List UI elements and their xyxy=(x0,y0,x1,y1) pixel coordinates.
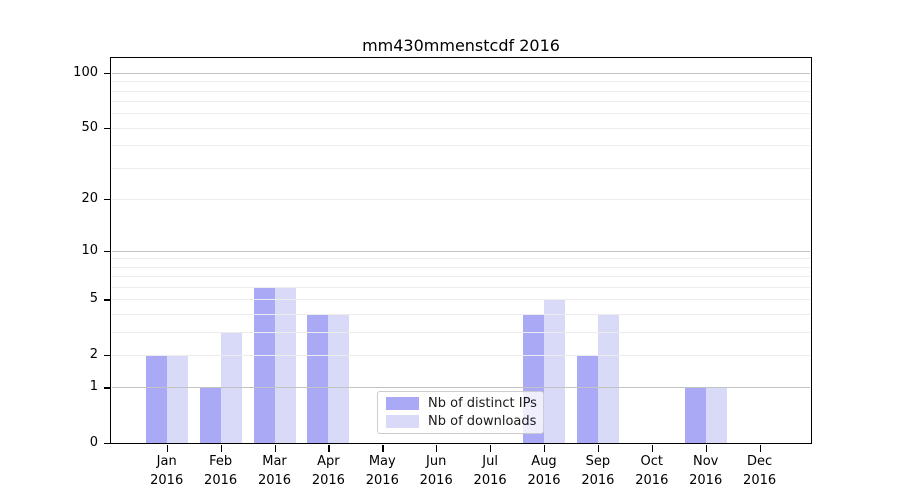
y-tick-0 xyxy=(104,443,111,445)
bar-downloads-sep xyxy=(597,313,619,443)
x-tick-label-aug: Aug 2016 xyxy=(527,454,561,488)
y-tick-1 xyxy=(104,387,111,389)
x-tick-sep xyxy=(597,444,600,452)
gridline-minor-9 xyxy=(112,258,810,260)
bar-distinct-ips-sep xyxy=(576,354,598,443)
y-tick-label-1: 1 xyxy=(89,379,98,395)
x-tick-feb xyxy=(220,444,222,452)
gridline-minor-6 xyxy=(112,286,810,288)
gridline-major-100 xyxy=(112,72,810,74)
x-tick-label-mar: Mar 2016 xyxy=(257,454,292,488)
x-tick-may xyxy=(382,444,384,452)
x-tick-label-may: May 2016 xyxy=(365,454,399,488)
gridline-minor-5 xyxy=(112,299,810,301)
gridline-minor-30 xyxy=(112,167,810,169)
gridline-major-10 xyxy=(112,250,810,252)
x-tick-nov xyxy=(705,444,707,452)
x-tick-dec xyxy=(759,444,761,452)
x-tick-label-nov: Nov 2016 xyxy=(689,454,723,488)
gridline-minor-60 xyxy=(112,113,810,115)
legend-label-downloads: Nb of downloads xyxy=(428,414,537,429)
x-tick-label-jan: Jan 2016 xyxy=(150,454,184,488)
y-tick-20 xyxy=(104,198,111,201)
gridline-minor-80 xyxy=(112,90,810,92)
x-tick-label-feb: Feb 2016 xyxy=(204,454,238,488)
gridline-minor-8 xyxy=(112,266,810,268)
legend: Nb of distinct IPs Nb of downloads xyxy=(377,391,544,434)
y-tick-label-5: 5 xyxy=(89,291,98,307)
bar-distinct-ips-nov xyxy=(684,387,706,443)
bar-distinct-ips-jan xyxy=(145,354,167,443)
gridline-minor-90 xyxy=(112,81,810,83)
x-tick-apr xyxy=(328,444,330,452)
y-tick-5 xyxy=(104,299,111,301)
x-tick-mar xyxy=(274,444,276,452)
y-tick-label-50: 50 xyxy=(81,119,98,135)
x-tick-label-apr: Apr 2016 xyxy=(311,454,345,488)
bar-distinct-ips-apr xyxy=(307,313,329,443)
y-tick-10 xyxy=(104,250,111,252)
bar-downloads-nov xyxy=(705,387,727,443)
bar-downloads-mar xyxy=(274,286,296,443)
legend-swatch-downloads xyxy=(386,415,419,428)
bar-downloads-aug xyxy=(544,299,565,443)
bar-downloads-feb xyxy=(220,331,242,443)
x-tick-label-oct: Oct 2016 xyxy=(635,454,669,488)
legend-swatch-distinct-ips xyxy=(386,397,419,410)
bar-distinct-ips-mar xyxy=(253,286,275,443)
gridline-minor-40 xyxy=(112,145,810,147)
y-tick-50 xyxy=(104,127,111,129)
y-tick-label-20: 20 xyxy=(81,190,98,206)
gridline-minor-2 xyxy=(112,354,810,356)
x-tick-aug xyxy=(544,444,546,452)
y-tick-label-10: 10 xyxy=(81,242,98,258)
gridline-minor-20 xyxy=(112,198,810,200)
x-tick-label-dec: Dec 2016 xyxy=(743,454,777,488)
x-tick-label-jun: Jun 2016 xyxy=(419,454,453,488)
legend-item-downloads: Nb of downloads xyxy=(386,414,537,429)
x-tick-label-jul: Jul 2016 xyxy=(473,454,507,488)
legend-label-distinct-ips: Nb of distinct IPs xyxy=(428,396,537,411)
x-tick-jul xyxy=(490,444,492,452)
x-tick-jun xyxy=(436,444,438,452)
x-tick-label-sep: Sep 2016 xyxy=(581,454,615,488)
y-tick-label-100: 100 xyxy=(73,64,98,80)
gridline-major-1 xyxy=(112,387,810,389)
x-tick-jan xyxy=(166,444,168,452)
gridline-minor-3 xyxy=(112,331,810,333)
bar-distinct-ips-feb xyxy=(199,387,221,443)
x-tick-oct xyxy=(651,444,654,452)
bar-downloads-apr xyxy=(328,313,350,443)
gridline-minor-50 xyxy=(112,127,810,129)
gridline-minor-70 xyxy=(112,101,810,103)
gridline-minor-4 xyxy=(112,313,810,315)
y-tick-100 xyxy=(104,72,111,75)
y-tick-label-2: 2 xyxy=(89,346,98,362)
bar-downloads-jan xyxy=(166,354,188,443)
y-tick-2 xyxy=(104,354,111,357)
legend-item-distinct-ips: Nb of distinct IPs xyxy=(386,396,537,411)
chart-title: mm430mmenstcdf 2016 xyxy=(362,36,560,55)
gridline-minor-7 xyxy=(112,276,810,278)
y-tick-label-0: 0 xyxy=(89,435,98,450)
